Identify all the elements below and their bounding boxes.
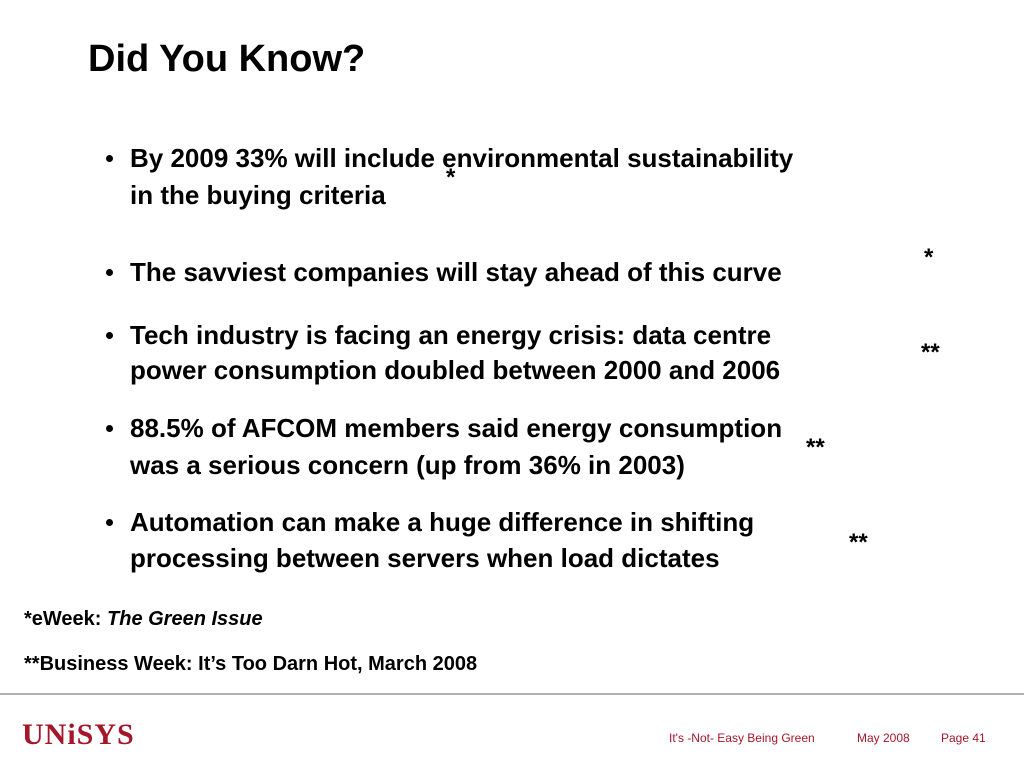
bullet-text: was a serious concern (up from 36% in 20… — [130, 450, 685, 480]
footer-rule — [0, 693, 1024, 695]
bullet-text: processing between servers when load dic… — [130, 543, 720, 573]
bullet-dot — [106, 519, 113, 526]
bullet-text: power consumption doubled between 2000 a… — [130, 355, 781, 385]
bullet-dot — [106, 269, 113, 276]
bullet-text: 88.5% of AFCOM members said energy consu… — [130, 413, 783, 443]
footnote: **Business Week: It’s Too Darn Hot, Marc… — [24, 653, 478, 675]
footnote-marker: ** — [921, 339, 940, 366]
bullet-text: Automation can make a huge difference in… — [130, 507, 755, 537]
bullet-text: in the buying criteria — [130, 180, 386, 210]
footnote-marker: ** — [849, 529, 868, 556]
bullet-dot — [106, 332, 113, 339]
footnote-marker: * — [924, 244, 934, 271]
bullet-dot — [106, 425, 113, 432]
footer-page: Page 41 — [941, 731, 986, 745]
footer-date: May 2008 — [857, 731, 910, 745]
logo: UNiSYS — [22, 718, 135, 751]
bullet-text: The savviest companies will stay ahead o… — [130, 257, 782, 287]
footnote-prefix: *eWeek: — [24, 608, 102, 630]
footnote-marker: ** — [806, 434, 825, 461]
bullet-text: By 2009 33% will include environmental s… — [130, 143, 794, 173]
footer-presentation: It's -Not- Easy Being Green — [669, 731, 815, 745]
footnote: *eWeek: The Green Issue — [24, 607, 263, 631]
bullet-dot — [106, 155, 113, 162]
footnote-source: The Green Issue — [107, 608, 263, 630]
footnote-marker: * — [446, 164, 456, 191]
bullet-text: Tech industry is facing an energy crisis… — [130, 320, 772, 350]
slide-title: Did You Know? — [88, 38, 366, 80]
